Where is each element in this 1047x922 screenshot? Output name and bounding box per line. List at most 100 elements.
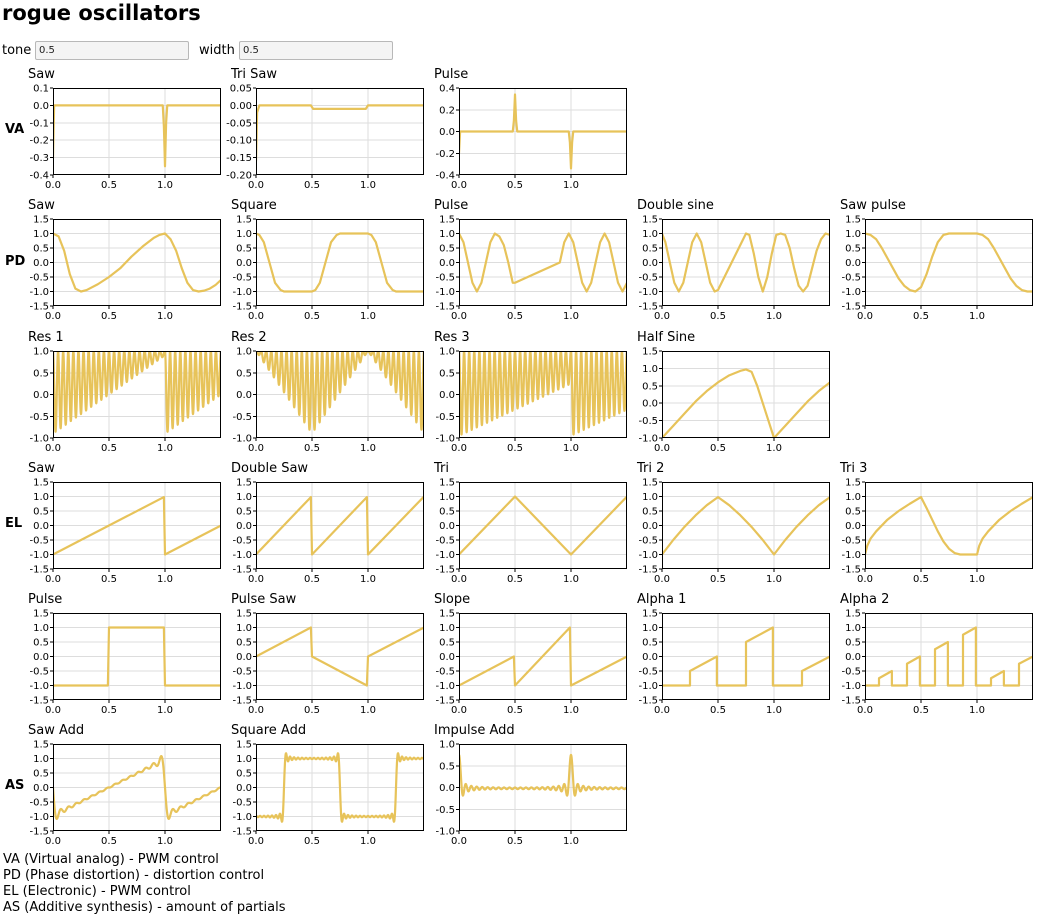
chart-21: Alpha 21.51.00.50.0-0.5-1.0-1.50.0 0.5 1.0 (840, 592, 1033, 716)
plot-frame (256, 88, 424, 175)
tick-label-y: -1.5 (29, 827, 49, 838)
tick-label-y: -1.0 (29, 550, 49, 561)
chart-title: Slope (434, 592, 470, 607)
series-line (865, 232, 1033, 293)
tick-label-y: -0.5 (638, 416, 658, 427)
tick-label-x: 0.0 (45, 574, 61, 585)
tick-label-x: 1.0 (157, 705, 173, 716)
tick-label-x: 0.0 (857, 311, 873, 322)
chart-title: Square Add (231, 723, 306, 738)
tick-label-x: 0.0 (451, 311, 467, 322)
tick-label-x: 1.0 (157, 574, 173, 585)
tick-label-y: 1.0 (439, 740, 455, 751)
tick-label-x: 0.5 (101, 836, 117, 847)
tick-label-y: 0.5 (33, 368, 49, 379)
tick-label-y: 1.5 (33, 215, 49, 226)
tick-label-x: 1.0 (360, 311, 376, 322)
tick-label-x: 0.0 (451, 180, 467, 191)
series-line (256, 232, 424, 293)
tick-label-y: 0.5 (439, 507, 455, 518)
tick-label-y: -0.5 (29, 667, 49, 678)
series-line (53, 351, 221, 433)
tick-label-x: 1.0 (360, 574, 376, 585)
tick-label-y: 0.0 (236, 521, 252, 532)
tick-label-y: 0.5 (845, 507, 861, 518)
tick-label-y: -0.5 (435, 273, 455, 284)
tick-label-x: 0.5 (507, 443, 523, 454)
tick-label-y: 0.0 (439, 652, 455, 663)
tick-label-x: 0.5 (304, 574, 320, 585)
chart-title: Saw Add (28, 723, 84, 738)
chart-title: Alpha 2 (840, 592, 889, 607)
plot-frame (53, 613, 221, 700)
chart-title: Pulse (434, 198, 468, 213)
tick-label-x: 0.0 (451, 836, 467, 847)
chart-title: Pulse (434, 67, 468, 82)
plot-frame (662, 613, 830, 700)
tick-label-y: 0.0 (439, 127, 455, 138)
plot-frame (662, 351, 830, 438)
tick-label-y: 0.0 (845, 258, 861, 269)
chart-title: Tri (433, 461, 449, 476)
tick-label-y: 0.5 (439, 368, 455, 379)
chart-15: Tri 21.51.00.50.0-0.5-1.0-1.50.0 0.5 1.0 (636, 461, 830, 585)
tick-label-y: 1.5 (642, 478, 658, 489)
tick-label-y: -1.5 (638, 565, 658, 576)
tick-label-x: 0.0 (451, 443, 467, 454)
series-line (256, 351, 424, 431)
chart-title: Tri 2 (636, 461, 664, 476)
tick-label-y: -1.0 (638, 550, 658, 561)
tick-label-y: -0.5 (841, 536, 861, 547)
tick-label-y: 0.0 (33, 258, 49, 269)
tick-label-y: 0.5 (236, 507, 252, 518)
tick-label-x: 1.0 (969, 574, 985, 585)
tick-label-y: 1.0 (236, 623, 252, 634)
tick-label-y: 0.5 (845, 638, 861, 649)
plot-frame (662, 219, 830, 306)
tick-label-y: 0.5 (33, 769, 49, 780)
series-line (53, 232, 221, 293)
tone-input[interactable] (35, 41, 189, 60)
tick-label-y: 0.0 (439, 390, 455, 401)
tick-label-y: 1.0 (642, 492, 658, 503)
chart-1: Tri Saw 0.05 0.00 -0.05 -0.10 -0.15 -0.200.0 0.… (226, 67, 424, 191)
legend-line: EL (Electronic) - PWM control (3, 884, 191, 899)
tick-label-y: -1.0 (232, 287, 252, 298)
tick-label-x: 1.0 (969, 705, 985, 716)
plot-frame (459, 219, 627, 306)
tick-label-y: -1.5 (841, 302, 861, 313)
legend-line: AS (Additive synthesis) - amount of part… (3, 900, 286, 915)
tick-label-x: 0.0 (248, 311, 264, 322)
tick-label-x: 0.5 (710, 705, 726, 716)
tick-label-y: 1.0 (642, 623, 658, 634)
tick-label-y: -1.5 (232, 565, 252, 576)
tick-label-x: 1.0 (766, 311, 782, 322)
chart-title: Saw pulse (840, 198, 906, 213)
series-line (865, 626, 1033, 687)
plot-frame (53, 88, 221, 175)
chart-title: Double Saw (231, 461, 308, 476)
tick-label-x: 1.0 (766, 705, 782, 716)
chart-20: Alpha 11.51.00.50.0-0.5-1.0-1.50.0 0.5 1.0 (637, 592, 830, 716)
tick-label-x: 0.5 (913, 705, 929, 716)
tick-label-y: -1.0 (232, 681, 252, 692)
tick-label-y: 1.0 (845, 229, 861, 240)
series-line (459, 232, 627, 293)
tick-label-x: 0.0 (451, 574, 467, 585)
legend: VA (Virtual analog) - PWM control PD (Ph… (3, 852, 285, 916)
tick-label-x: 1.0 (360, 443, 376, 454)
tick-label-x: 0.5 (101, 311, 117, 322)
tick-label-x: 1.0 (563, 311, 579, 322)
tick-label-y: 1.5 (845, 478, 861, 489)
width-input[interactable] (239, 41, 393, 60)
series-line (459, 351, 627, 436)
chart-title: Half Sine (637, 330, 695, 345)
tick-label-x: 0.5 (304, 311, 320, 322)
tick-label-y: -1.5 (638, 302, 658, 313)
tick-label-y: 1.0 (439, 623, 455, 634)
tick-label-x: 0.5 (304, 443, 320, 454)
tick-label-x: 1.0 (360, 836, 376, 847)
